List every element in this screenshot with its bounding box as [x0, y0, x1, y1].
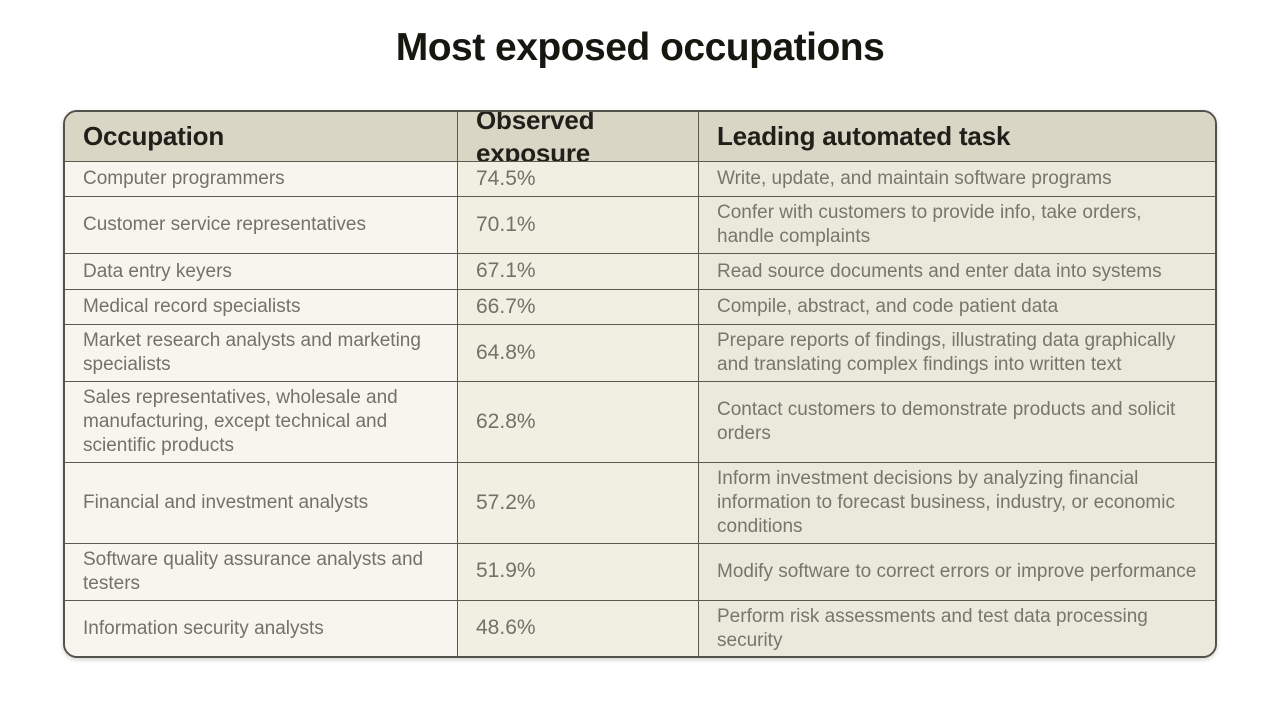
task-cell: Prepare reports of findings, illustratin…	[699, 324, 1215, 382]
task-cell: Contact customers to demonstrate product…	[699, 381, 1215, 462]
exposure-cell: 51.9%	[458, 542, 699, 600]
occupation-cell: Software quality assurance analysts and …	[65, 542, 458, 600]
occupation-cell: Medical record specialists	[65, 288, 458, 325]
task-cell: Perform risk assessments and test data p…	[699, 599, 1215, 656]
occupation-cell: Information security analysts	[65, 599, 458, 656]
exposure-cell: 62.8%	[458, 381, 699, 462]
exposure-cell: 48.6%	[458, 599, 699, 656]
exposure-cell: 70.1%	[458, 196, 699, 254]
column-header-leading-automated-task: Leading automated task	[699, 112, 1215, 161]
page-title: Most exposed occupations	[395, 26, 885, 69]
task-cell: Inform investment decisions by analyzing…	[699, 461, 1215, 543]
task-cell: Read source documents and enter data int…	[699, 253, 1215, 289]
occupation-cell: Financial and investment analysts	[65, 461, 458, 543]
occupation-cell: Data entry keyers	[65, 253, 458, 289]
task-cell: Write, update, and maintain software pro…	[699, 161, 1215, 197]
exposure-cell: 46.8%	[458, 656, 699, 658]
exposure-cell: 57.2%	[458, 461, 699, 543]
occupation-cell: Market research analysts and marketing s…	[65, 324, 458, 382]
occupation-cell: Computer programmers	[65, 161, 458, 197]
task-cell: Compile, abstract, and code patient data	[699, 288, 1215, 325]
exposure-cell: 66.7%	[458, 288, 699, 325]
exposure-table: Occupation Observed exposure Leading aut…	[63, 110, 1217, 658]
occupation-cell: Computer user support specialists	[65, 656, 458, 658]
occupation-cell: Sales representatives, wholesale and man…	[65, 381, 458, 462]
column-header-occupation: Occupation	[65, 112, 458, 161]
task-cell: Modify software to correct errors or imp…	[699, 542, 1215, 600]
column-header-observed-exposure: Observed exposure	[458, 112, 699, 168]
task-cell: Confer with customers to provide info, t…	[699, 196, 1215, 254]
exposure-cell: 74.5%	[458, 161, 699, 197]
exposure-cell: 64.8%	[458, 324, 699, 382]
task-cell: Answer user inquiries regarding computer…	[699, 656, 1215, 658]
occupation-cell: Customer service representatives	[65, 196, 458, 254]
exposure-cell: 67.1%	[458, 253, 699, 289]
